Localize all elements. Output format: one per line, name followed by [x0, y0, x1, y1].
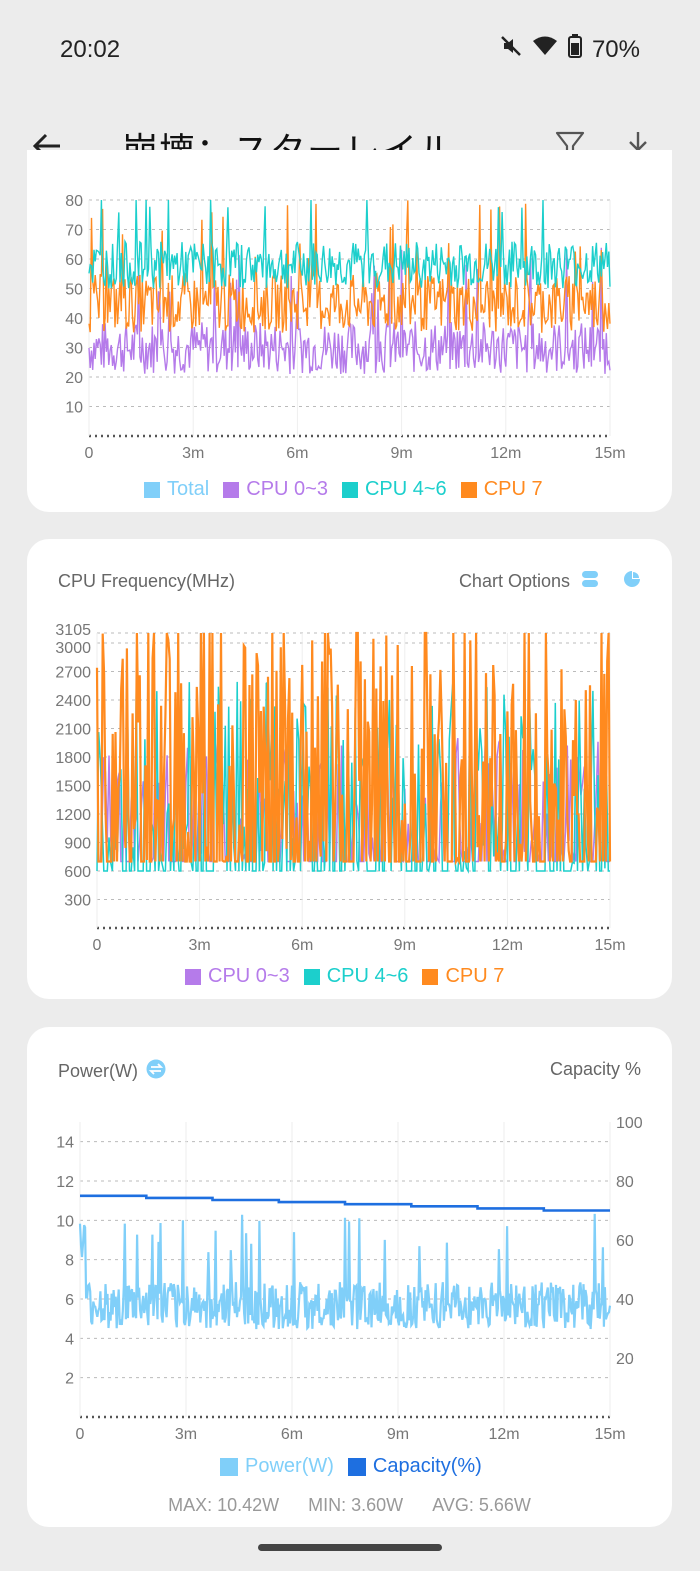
wifi-icon: [532, 35, 558, 64]
series-line-cpu7: [88, 200, 611, 333]
legend-cpu7[interactable]: CPU 7: [460, 478, 543, 501]
legend-power[interactable]: Power(W): [220, 1455, 334, 1478]
power-chart: 2 4 6 8 10 12 14 0 3m 6m 9m 12m 15m 20 40 60 80 100: [56, 1115, 643, 1443]
x-tick-label: 0: [76, 1426, 85, 1443]
power-header: Power(W): [58, 1059, 166, 1084]
y-tick-label: 30: [65, 341, 83, 358]
y-tick-label: 2100: [55, 721, 91, 738]
x-tick-label: 15m: [594, 937, 625, 954]
y-tick-label: 1800: [55, 750, 91, 767]
battery-icon: [567, 34, 582, 65]
legend-cpu03[interactable]: CPU 0~3: [223, 478, 328, 501]
y-tick-label: 14: [56, 1135, 74, 1152]
y-tick-label: 3000: [55, 640, 91, 657]
cpu-frequency-legend: CPU 0~3 CPU 4~6 CPU 7: [185, 965, 504, 988]
y-tick-label: 4: [65, 1331, 74, 1348]
y-tick-label: 60: [65, 252, 83, 269]
cpu-frequency-card: CPU Frequency(MHz) Chart Options 300 600 9…: [27, 539, 672, 999]
legend-cpu46[interactable]: CPU 4~6: [341, 478, 447, 501]
y2-tick-label: 100: [616, 1115, 643, 1132]
y-tick-label: 900: [64, 835, 91, 852]
home-indicator[interactable]: [258, 1544, 442, 1551]
y-tick-label: 50: [65, 282, 83, 299]
chart-options: Chart Options: [459, 569, 642, 594]
y-tick-label: 1200: [55, 807, 91, 824]
power-stats: MAX: 10.42W MIN: 3.60W AVG: 5.66W: [27, 1495, 672, 1516]
stat-avg: AVG: 5.66W: [432, 1495, 531, 1515]
legend-capacity[interactable]: Capacity(%): [347, 1455, 482, 1478]
status-time: 20:02: [60, 36, 121, 63]
legend-total[interactable]: Total: [144, 478, 209, 501]
y-tick-label: 1500: [55, 778, 91, 795]
mute-icon: [500, 35, 522, 64]
x-tick-label: 0: [93, 937, 102, 954]
x-tick-label: 6m: [291, 937, 313, 954]
x-tick-label: 9m: [387, 1426, 409, 1443]
y-tick-label: 6: [65, 1292, 74, 1309]
x-tick-label: 6m: [281, 1426, 303, 1443]
y-tick-label: 2: [65, 1371, 74, 1388]
power-title: Power(W): [58, 1061, 138, 1081]
series-line-cpu7: [95, 631, 612, 866]
series-line-cpu46: [88, 199, 611, 289]
battery-percent: 70%: [591, 35, 640, 63]
power-card: Power(W) Capacity % 2 4 6 8 10 12 14 0 3m 6m 9m 12m…: [27, 1027, 672, 1527]
y-tick-label: 70: [65, 223, 83, 240]
cpu-frequency-title: CPU Frequency(MHz): [58, 571, 236, 591]
x-tick-label: 3m: [182, 445, 204, 462]
y-tick-label: 10: [56, 1213, 74, 1230]
y-tick-label: 10: [65, 400, 83, 417]
legend-cpu03[interactable]: CPU 0~3: [185, 965, 290, 988]
x-tick-label: 3m: [175, 1426, 197, 1443]
chart-options-label: Chart Options: [458, 571, 570, 591]
y2-tick-label: 20: [616, 1351, 634, 1368]
y-tick-label: 3105: [55, 622, 91, 639]
series-line-power: [78, 1213, 612, 1332]
y2-tick-label: 60: [616, 1233, 634, 1250]
y-tick-label: 8: [65, 1253, 74, 1270]
x-tick-label: 3m: [188, 937, 210, 954]
legend-cpu7[interactable]: CPU 7: [422, 965, 504, 988]
swap-icon[interactable]: [146, 1059, 166, 1084]
y-tick-label: 12: [56, 1174, 74, 1191]
y-tick-label: 2700: [55, 664, 91, 681]
cpu-frequency-chart: 300 600 900 1200 1500 1800 2100 2400 2700 3000310…: [55, 622, 625, 954]
series-line-capacity: [80, 1194, 610, 1212]
cpu-load-chart: 10 20 30 40 50 60 70 80 0 3m 6m 9m 12m 15m: [65, 193, 625, 462]
x-tick-label: 9m: [394, 937, 416, 954]
legend-cpu46[interactable]: CPU 4~6: [303, 965, 408, 988]
x-tick-label: 0: [85, 445, 94, 462]
x-tick-label: 6m: [286, 445, 308, 462]
x-tick-label: 15m: [594, 1426, 625, 1443]
cpu-load-card: 10 20 30 40 50 60 70 80 0 3m 6m 9m 12m 15m Total CPU …: [27, 150, 672, 512]
y2-tick-label: 80: [616, 1174, 634, 1191]
y-tick-label: 20: [65, 370, 83, 387]
x-tick-label: 9m: [390, 445, 412, 462]
pie-chart-icon[interactable]: [622, 569, 642, 594]
y-tick-label: 2400: [55, 693, 91, 710]
y2-tick-label: 40: [616, 1292, 634, 1309]
x-tick-label: 12m: [492, 937, 523, 954]
x-tick-label: 12m: [488, 1426, 519, 1443]
stat-min: MIN: 3.60W: [308, 1495, 404, 1515]
y-tick-label: 300: [64, 892, 91, 909]
x-tick-label: 12m: [490, 445, 521, 462]
capacity-label: Capacity %: [549, 1059, 641, 1079]
layers-icon[interactable]: [580, 569, 600, 594]
status-icons: 70%: [500, 34, 640, 65]
power-legend: Power(W) Capacity(%): [220, 1455, 482, 1478]
stat-max: MAX: 10.42W: [168, 1495, 280, 1515]
y-tick-label: 80: [65, 193, 83, 210]
cpu-load-legend: Total CPU 0~3 CPU 4~6 CPU 7: [144, 478, 543, 501]
status-bar: 20:02 70%: [0, 0, 700, 100]
y-tick-label: 40: [65, 311, 83, 328]
y-tick-label: 600: [64, 864, 91, 881]
x-tick-label: 15m: [594, 445, 625, 462]
